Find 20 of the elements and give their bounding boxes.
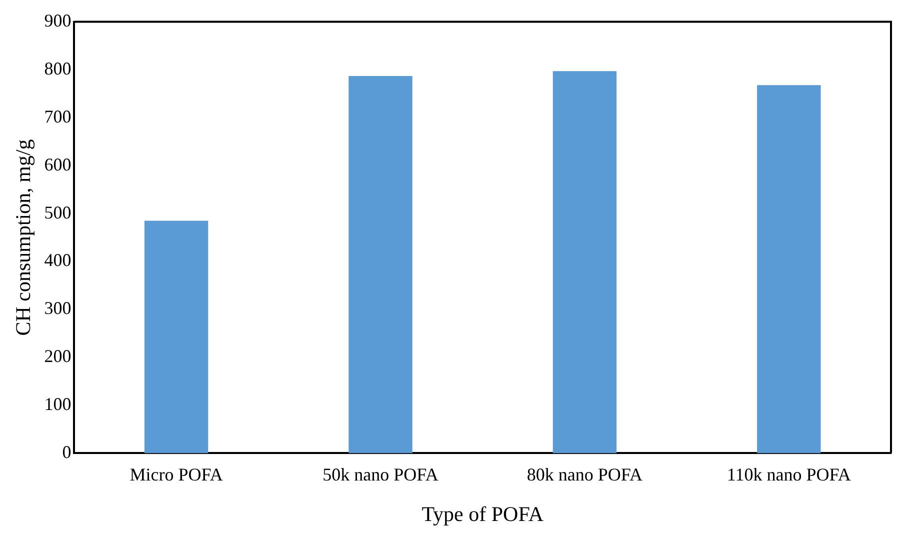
x-tick-label: 50k nano POFA <box>322 464 438 485</box>
y-tick-label: 700 <box>44 106 72 126</box>
bar <box>552 71 617 454</box>
y-tick-label: 800 <box>44 58 72 78</box>
y-tick-label: 500 <box>44 202 72 222</box>
x-axis-title: Type of POFA <box>422 502 544 526</box>
bar <box>757 85 821 454</box>
x-tick-label: 110k nano POFA <box>726 464 851 485</box>
y-tick-label: 200 <box>44 346 72 366</box>
y-axis-title: CH consumption, mg/g <box>11 138 36 336</box>
y-tick-label: 0 <box>62 442 72 462</box>
y-tick-label: 400 <box>44 250 72 270</box>
y-tick-label: 300 <box>44 298 72 318</box>
y-tick-label: 100 <box>44 394 72 414</box>
bar <box>348 76 412 454</box>
y-tick-label: 900 <box>44 10 72 31</box>
bar <box>144 220 208 454</box>
y-tick-label: 600 <box>44 154 72 174</box>
x-tick-label: Micro POFA <box>130 464 223 485</box>
x-tick-label: 80k nano POFA <box>526 464 643 485</box>
